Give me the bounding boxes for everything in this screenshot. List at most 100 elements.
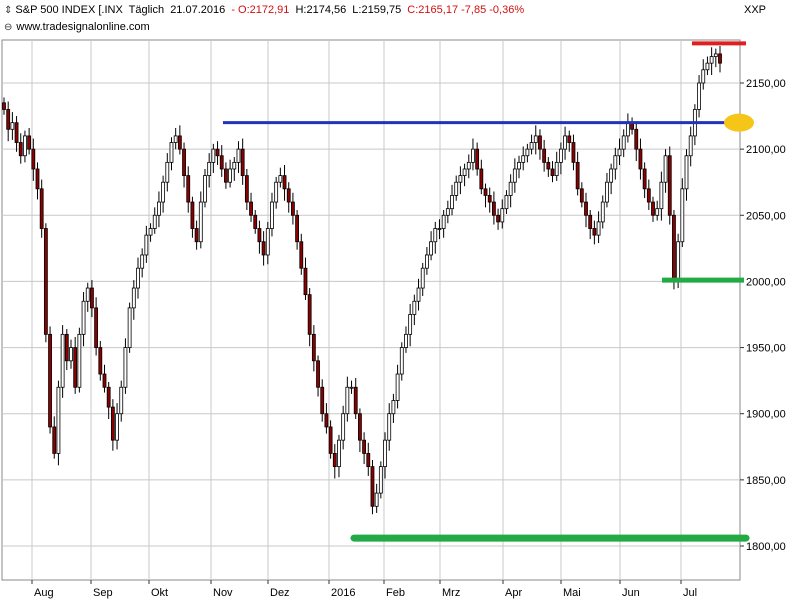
- x-tick-label: Mai: [563, 587, 581, 599]
- candle-body: [115, 413, 119, 441]
- candle-body: [395, 373, 400, 401]
- x-tick-label: 2016: [331, 587, 355, 599]
- candle-body: [31, 148, 36, 170]
- candle-body: [596, 221, 601, 236]
- candle-body: [270, 201, 274, 229]
- x-tick-label: Mrz: [442, 587, 460, 599]
- candle-body: [571, 142, 576, 163]
- candle-body: [688, 135, 693, 157]
- candle-body: [433, 228, 438, 243]
- candle-body: [207, 161, 212, 177]
- candle-body: [157, 201, 161, 216]
- candle-body: [265, 228, 270, 256]
- candle-body: [546, 161, 551, 170]
- candle-body: [605, 181, 609, 203]
- candle-body: [64, 333, 69, 362]
- candle-body: [232, 161, 237, 170]
- candle-body: [345, 386, 350, 415]
- candle-body: [450, 195, 454, 210]
- x-tick-label: Aug: [34, 587, 54, 599]
- candle-body: [646, 188, 651, 203]
- candle-body: [554, 161, 559, 177]
- candle-body: [203, 175, 207, 203]
- candle-body: [425, 254, 429, 269]
- candle-body: [69, 347, 73, 362]
- y-tick-label: 1850,00: [746, 475, 786, 487]
- candle-body: [98, 347, 103, 375]
- candle-body: [462, 168, 467, 177]
- candle-body: [94, 307, 99, 348]
- candle-body: [341, 413, 346, 441]
- candle-body: [705, 62, 710, 71]
- candle-body: [328, 426, 333, 454]
- source-text: www.tradesignalonline.com: [16, 21, 150, 33]
- y-tick-label: 2150,00: [746, 78, 786, 90]
- candle-body: [584, 201, 588, 216]
- candle-body: [56, 386, 61, 454]
- candle-body: [307, 294, 312, 335]
- expand-icon[interactable]: ⇕: [4, 5, 13, 16]
- candle-body: [500, 208, 505, 223]
- candle-body: [299, 241, 304, 269]
- candle-body: [378, 466, 383, 494]
- candle-body: [718, 53, 722, 64]
- candle-body: [127, 307, 132, 348]
- candle-body: [638, 148, 643, 170]
- candle-body: [475, 148, 480, 170]
- candle-body: [625, 122, 630, 137]
- highlight-ellipse: [724, 113, 754, 132]
- candle-body: [458, 175, 463, 183]
- candle-body: [479, 168, 484, 190]
- candle-body: [169, 142, 174, 163]
- candle-body: [182, 148, 186, 176]
- candle-body: [136, 267, 140, 289]
- candle-body: [6, 109, 11, 130]
- candle-body: [119, 386, 124, 415]
- candle-body: [684, 155, 689, 190]
- candle-body: [391, 400, 396, 415]
- candle-body: [454, 181, 459, 196]
- candle-body: [144, 234, 149, 256]
- candle-body: [445, 208, 450, 216]
- candle-body: [261, 241, 266, 256]
- candle-body: [190, 201, 195, 229]
- candle-body: [383, 439, 387, 468]
- x-tick-label: Okt: [151, 587, 168, 599]
- x-tick-label: Nov: [213, 587, 233, 599]
- candle-body: [274, 181, 279, 203]
- candle-body: [701, 69, 706, 84]
- candle-body: [617, 148, 622, 157]
- candle-body: [429, 241, 433, 256]
- candle-body: [525, 148, 530, 157]
- candle-body: [521, 155, 526, 163]
- candle-body: [303, 267, 308, 296]
- candle-body: [655, 208, 660, 216]
- candle-body: [295, 214, 299, 243]
- candle-body: [483, 188, 488, 196]
- candle-body: [148, 228, 153, 236]
- y-tick-label: 1950,00: [746, 343, 786, 355]
- date-label: 21.07.2016: [170, 4, 226, 16]
- candle-body: [291, 201, 295, 216]
- candle-body: [173, 135, 178, 143]
- candle-body: [14, 122, 19, 143]
- x-tick-label: Sep: [93, 587, 113, 599]
- candle-body: [542, 148, 547, 163]
- candle-body: [567, 135, 572, 143]
- candle-body: [579, 188, 584, 203]
- candle-body: [60, 333, 65, 388]
- candle-body: [362, 439, 366, 454]
- candle-body: [73, 347, 78, 388]
- candle-body: [512, 168, 517, 183]
- candle-body: [81, 300, 86, 335]
- candle-body: [441, 214, 446, 229]
- open-value: - O:2172,91: [231, 4, 290, 16]
- x-tick-label: Feb: [386, 587, 405, 599]
- candle-body: [90, 287, 94, 309]
- candle-body: [131, 287, 136, 309]
- title-line: ⇕ S&P 500 INDEX [.INX Täglich 21.07.2016 …: [4, 4, 527, 16]
- candle-body: [609, 168, 614, 183]
- candle-body: [563, 135, 567, 150]
- candle-body: [358, 413, 362, 441]
